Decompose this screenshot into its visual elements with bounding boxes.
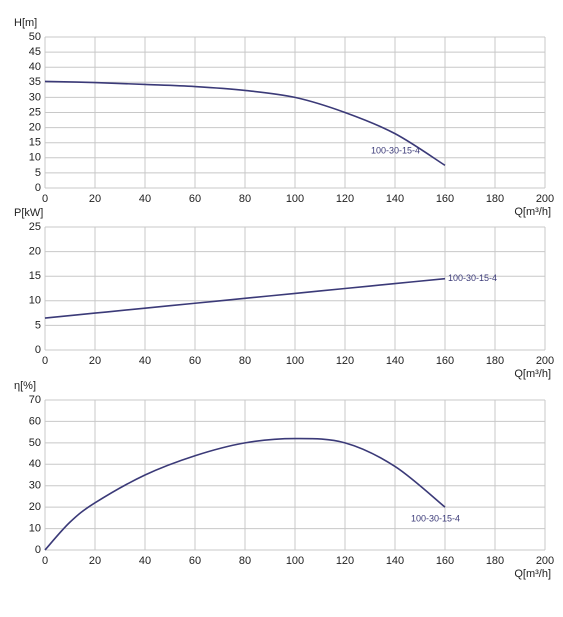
x-tick-label: 180 [486, 193, 504, 205]
x-tick-label: 180 [486, 355, 504, 367]
x-tick-label: 140 [386, 193, 404, 205]
x-tick-label: 0 [42, 193, 48, 205]
x-tick-label: 140 [386, 555, 404, 567]
x-tick-label: 160 [436, 193, 454, 205]
x-tick-label: 80 [239, 355, 251, 367]
y-tick-label: 40 [29, 61, 41, 73]
series-label: 100-30-15-4 [448, 273, 497, 283]
y-axis-label: η[%] [14, 380, 36, 392]
x-tick-label: 40 [139, 193, 151, 205]
x-tick-label: 200 [536, 555, 554, 567]
x-tick-label: 0 [42, 555, 48, 567]
y-tick-label: 25 [29, 221, 41, 233]
y-tick-label: 0 [35, 182, 41, 194]
y-tick-label: 70 [29, 394, 41, 406]
x-axis-label: Q[m³/h] [514, 568, 551, 580]
y-tick-label: 30 [29, 91, 41, 103]
y-tick-label: 35 [29, 76, 41, 88]
x-tick-label: 0 [42, 355, 48, 367]
x-axis-label: Q[m³/h] [514, 368, 551, 380]
series-line [44, 437, 446, 551]
y-axis-label: H[m] [14, 17, 37, 29]
y-tick-label: 10 [29, 152, 41, 164]
x-tick-label: 120 [336, 193, 354, 205]
y-tick-label: 20 [29, 501, 41, 513]
x-tick-label: 20 [89, 193, 101, 205]
y-tick-label: 15 [29, 137, 41, 149]
x-tick-label: 40 [139, 355, 151, 367]
series-line [44, 277, 446, 319]
x-tick-label: 200 [536, 193, 554, 205]
y-tick-label: 50 [29, 437, 41, 449]
y-tick-label: 10 [29, 295, 41, 307]
y-tick-label: 5 [35, 319, 41, 331]
x-tick-label: 60 [189, 193, 201, 205]
x-tick-label: 100 [286, 555, 304, 567]
x-tick-label: 20 [89, 555, 101, 567]
x-tick-label: 20 [89, 355, 101, 367]
x-tick-label: 120 [336, 555, 354, 567]
y-tick-label: 50 [29, 31, 41, 43]
y-tick-label: 60 [29, 415, 41, 427]
x-tick-label: 80 [239, 193, 251, 205]
y-tick-label: 20 [29, 246, 41, 258]
x-tick-label: 160 [436, 555, 454, 567]
y-tick-label: 0 [35, 344, 41, 356]
x-tick-label: 40 [139, 555, 151, 567]
y-tick-label: 45 [29, 46, 41, 58]
y-tick-label: 20 [29, 122, 41, 134]
y-tick-label: 5 [35, 167, 41, 179]
x-tick-label: 160 [436, 355, 454, 367]
x-tick-label: 100 [286, 193, 304, 205]
y-tick-label: 15 [29, 270, 41, 282]
series-label: 100-30-15-4 [411, 514, 460, 524]
x-tick-label: 180 [486, 555, 504, 567]
y-tick-label: 40 [29, 458, 41, 470]
x-tick-label: 140 [386, 355, 404, 367]
series-label: 100-30-15-4 [371, 146, 420, 156]
x-axis-label: Q[m³/h] [514, 206, 551, 218]
series-line [44, 80, 446, 167]
x-tick-label: 60 [189, 555, 201, 567]
x-tick-label: 80 [239, 555, 251, 567]
x-tick-label: 120 [336, 355, 354, 367]
y-tick-label: 0 [35, 544, 41, 556]
x-tick-label: 200 [536, 355, 554, 367]
y-tick-label: 10 [29, 522, 41, 534]
y-axis-label: P[kW] [14, 207, 43, 219]
y-tick-label: 25 [29, 106, 41, 118]
x-tick-label: 100 [286, 355, 304, 367]
x-tick-label: 60 [189, 355, 201, 367]
y-tick-label: 30 [29, 480, 41, 492]
